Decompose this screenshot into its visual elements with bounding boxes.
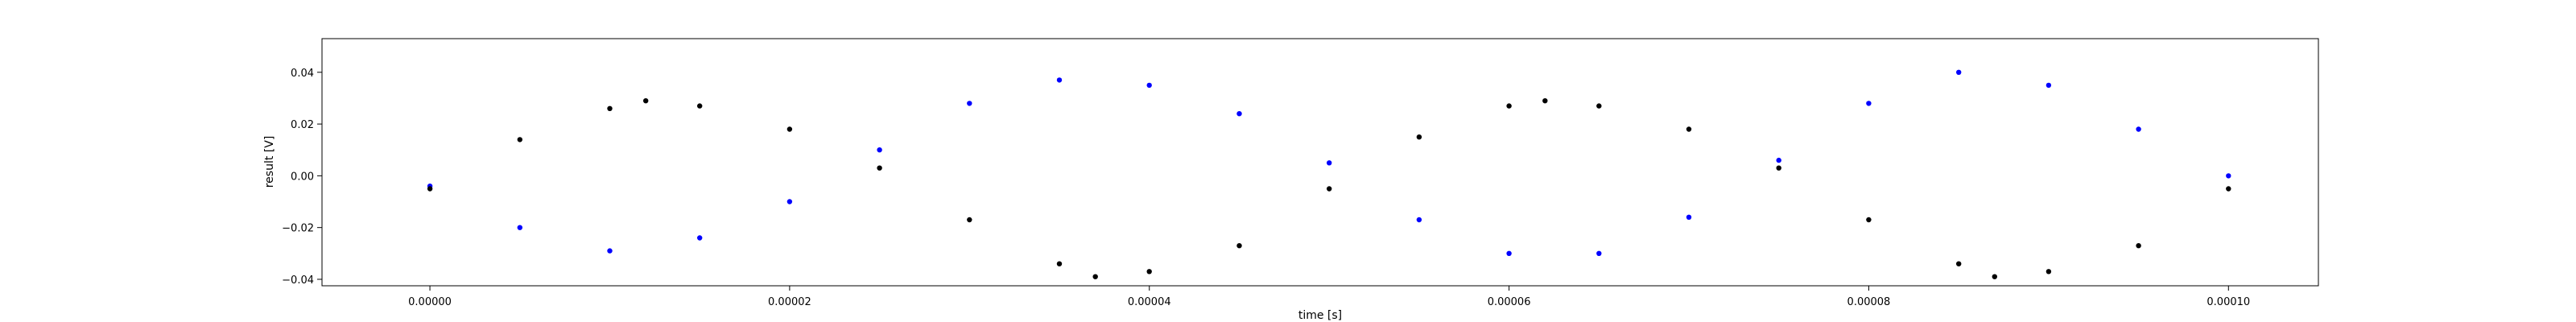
series-black-points	[427, 98, 2231, 279]
data-point	[1686, 214, 1692, 220]
data-point	[1416, 134, 1422, 140]
data-point	[967, 101, 972, 106]
data-point	[2136, 126, 2141, 132]
data-point	[1146, 82, 1152, 89]
data-point	[1092, 274, 1098, 279]
data-point	[967, 217, 972, 223]
data-point	[517, 137, 522, 142]
y-tick-label: 0.00	[291, 171, 314, 183]
x-axis-label: time [s]	[1298, 309, 1342, 322]
x-tick-label: 0.00010	[2207, 296, 2250, 308]
data-point	[1327, 160, 1332, 166]
data-point	[2226, 186, 2231, 192]
y-axis-ticks: −0.04 −0.02 0.00 0.02 0.04	[282, 68, 322, 287]
x-tick-label: 0.00000	[408, 296, 452, 308]
data-point	[517, 225, 522, 230]
data-point	[877, 165, 882, 171]
data-point	[1596, 103, 1602, 109]
data-point	[643, 98, 649, 104]
data-point	[1992, 274, 1997, 279]
x-tick-label: 0.00004	[1128, 296, 1171, 308]
data-point	[1866, 101, 1872, 106]
data-point	[1686, 126, 1692, 132]
data-point	[1542, 98, 1548, 104]
y-tick-label: 0.04	[291, 68, 314, 80]
y-axis-label: result [V]	[263, 136, 276, 188]
plot-frame	[321, 38, 2319, 287]
data-point	[2046, 82, 2052, 89]
data-point	[2226, 173, 2231, 179]
data-point	[607, 248, 613, 254]
data-point	[1327, 186, 1332, 192]
data-point	[1506, 103, 1512, 109]
data-point	[697, 235, 703, 241]
data-point	[1416, 217, 1422, 223]
y-tick-label: −0.02	[282, 223, 314, 235]
data-point	[2136, 243, 2141, 249]
data-point	[427, 186, 433, 192]
data-point	[1236, 243, 1242, 249]
data-point	[1596, 250, 1602, 256]
y-tick-label: −0.04	[282, 275, 314, 287]
x-tick-label: 0.00008	[1847, 296, 1891, 308]
data-point	[786, 126, 793, 132]
data-point	[1236, 111, 1242, 117]
data-point	[607, 105, 613, 111]
data-point	[2046, 269, 2052, 275]
x-axis-ticks: 0.00000 0.00002 0.00004 0.00006 0.00008 0.000…	[408, 286, 2250, 308]
data-point	[697, 103, 703, 109]
data-point	[786, 199, 793, 204]
data-point	[1776, 165, 1781, 171]
data-point	[1956, 261, 1962, 266]
data-point	[1056, 261, 1063, 266]
data-point	[1866, 217, 1872, 223]
data-point	[1146, 269, 1152, 275]
data-point	[1506, 250, 1512, 256]
x-tick-label: 0.00002	[768, 296, 811, 308]
data-point	[877, 147, 882, 153]
series-blue-points	[427, 69, 2231, 256]
y-tick-label: 0.02	[291, 119, 314, 131]
x-tick-label: 0.00006	[1488, 296, 1531, 308]
data-point	[1776, 157, 1781, 163]
data-point	[1956, 69, 1962, 76]
data-point	[1056, 77, 1063, 83]
